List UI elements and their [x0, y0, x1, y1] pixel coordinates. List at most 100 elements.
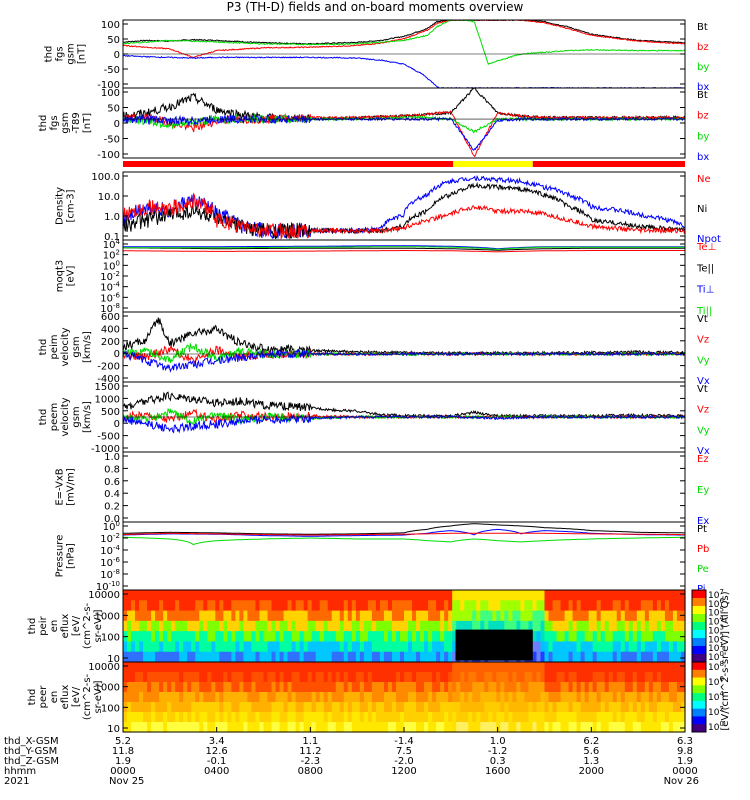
spectrogram-cell [648, 672, 654, 683]
spectrogram-cell [516, 600, 522, 612]
spectrogram-cell [231, 651, 236, 663]
spectrogram-cell [656, 692, 662, 703]
spectrogram-cell [444, 712, 449, 723]
spectrogram-cell [616, 631, 622, 643]
spectrogram-cell [596, 712, 602, 723]
spectrogram-cell [620, 662, 626, 673]
spectrogram-cell [243, 631, 249, 643]
y-axis-label-line: sr-eV)] [93, 680, 104, 713]
spectrogram-cell [215, 722, 220, 733]
spectrogram-cell [672, 620, 678, 632]
spectrogram-cell [508, 620, 513, 632]
spectrogram-cell [227, 600, 232, 612]
spectrogram-cell [335, 610, 341, 622]
spectrogram-cell [656, 651, 662, 663]
spectrogram-cell [187, 651, 192, 663]
spectrogram-cell [215, 662, 220, 673]
spectrogram-cell [351, 590, 357, 601]
series-bx-line [122, 54, 685, 89]
spectrogram-cell [560, 651, 566, 663]
spectrogram-cell [528, 672, 534, 683]
spectrogram-cell [576, 600, 582, 612]
spectrogram-cell [247, 682, 253, 693]
spectrogram-cell [536, 610, 542, 622]
spectrogram-cell [404, 662, 409, 673]
spectrogram-cell [608, 600, 614, 612]
spectrogram-cell [279, 672, 285, 683]
spectrogram-cell [251, 620, 257, 632]
spectrogram-cell [572, 641, 578, 653]
spectrogram-cell [428, 641, 433, 653]
spectrogram-cell [199, 662, 204, 673]
spectrogram-cell [311, 682, 317, 693]
spectrogram-cell [175, 682, 180, 693]
spectrogram-cell [548, 651, 554, 663]
spectrogram-cell [287, 682, 293, 693]
spectrogram-cell [484, 722, 489, 733]
spectrogram-cell [203, 722, 208, 733]
spectrogram-cell [408, 682, 413, 693]
spectrogram-cell [640, 692, 646, 703]
y-axis-label: thd peem velocity gsm [km/s] [38, 397, 93, 436]
spectrogram-cell [255, 712, 261, 723]
spectrogram-cell [628, 722, 634, 733]
spectrogram-cell [207, 722, 212, 733]
spectrogram-cell [596, 672, 602, 683]
spectrogram-cell [436, 692, 441, 703]
spectrogram-cell [379, 682, 385, 693]
spectrogram-cell [504, 722, 509, 733]
spectrogram-cell [191, 672, 196, 683]
spectrogram-cell [660, 620, 666, 632]
spectrogram-cell [504, 600, 509, 612]
spectrogram-cell [259, 682, 265, 693]
colorbar-swatch [692, 638, 706, 647]
spectrogram-cell [520, 672, 526, 683]
spectrogram-cell [131, 610, 136, 622]
spectrogram-cell [343, 610, 349, 622]
spectrogram-cell [183, 702, 188, 713]
spectrogram-cell [532, 631, 538, 643]
spectrogram-cell [508, 662, 513, 673]
spectrogram-cell [520, 682, 526, 693]
spectrogram-cell [259, 641, 265, 653]
spectrogram-cell [448, 692, 453, 703]
spectrogram-cell [299, 662, 305, 673]
y-axis-label: thd fgs gsm -T89 [nT] [38, 112, 93, 134]
spectrogram-cell [588, 651, 594, 663]
spectrogram-cell [355, 631, 361, 643]
spectrogram-cell [339, 722, 345, 733]
spectrogram-cell [576, 610, 582, 622]
spectrogram-cell [572, 722, 578, 733]
spectrogram-cell [464, 692, 469, 703]
spectrogram-cell [307, 672, 313, 683]
spectrogram-cell [624, 631, 630, 643]
y-tick-label: 0 [114, 419, 120, 430]
spectrogram-cell [371, 662, 377, 673]
spectrogram-cell [227, 662, 232, 673]
spectrogram-cell [207, 692, 212, 703]
spectrogram-cell [516, 712, 522, 723]
spectrogram-cell [576, 631, 582, 643]
spectrogram-cell [676, 641, 682, 653]
spectrogram-cell [367, 682, 373, 693]
spectrogram-cell [556, 651, 562, 663]
spectrogram-cell [548, 702, 554, 713]
spectrogram-cell [259, 722, 265, 733]
spectrogram-cell [604, 692, 610, 703]
spectrogram-cell [171, 631, 176, 643]
spectrogram-cell [660, 610, 666, 622]
spectrogram-cell [311, 692, 317, 703]
spectrogram-cell [247, 641, 253, 653]
spectrogram-cell [476, 590, 481, 601]
spectrogram-cell [568, 662, 574, 673]
spectrogram-cell [331, 692, 337, 703]
spectrogram-cell [552, 631, 558, 643]
spectrogram-cell [371, 600, 377, 612]
spectrogram-cell [496, 682, 501, 693]
legend-entry: Ti⊥ [696, 285, 714, 296]
spectrogram-cell [243, 620, 249, 632]
spectrogram-cell [428, 692, 433, 703]
spectrogram-cell [452, 590, 457, 601]
spectrogram-cell [195, 641, 200, 653]
spectrogram-cell [608, 590, 614, 601]
